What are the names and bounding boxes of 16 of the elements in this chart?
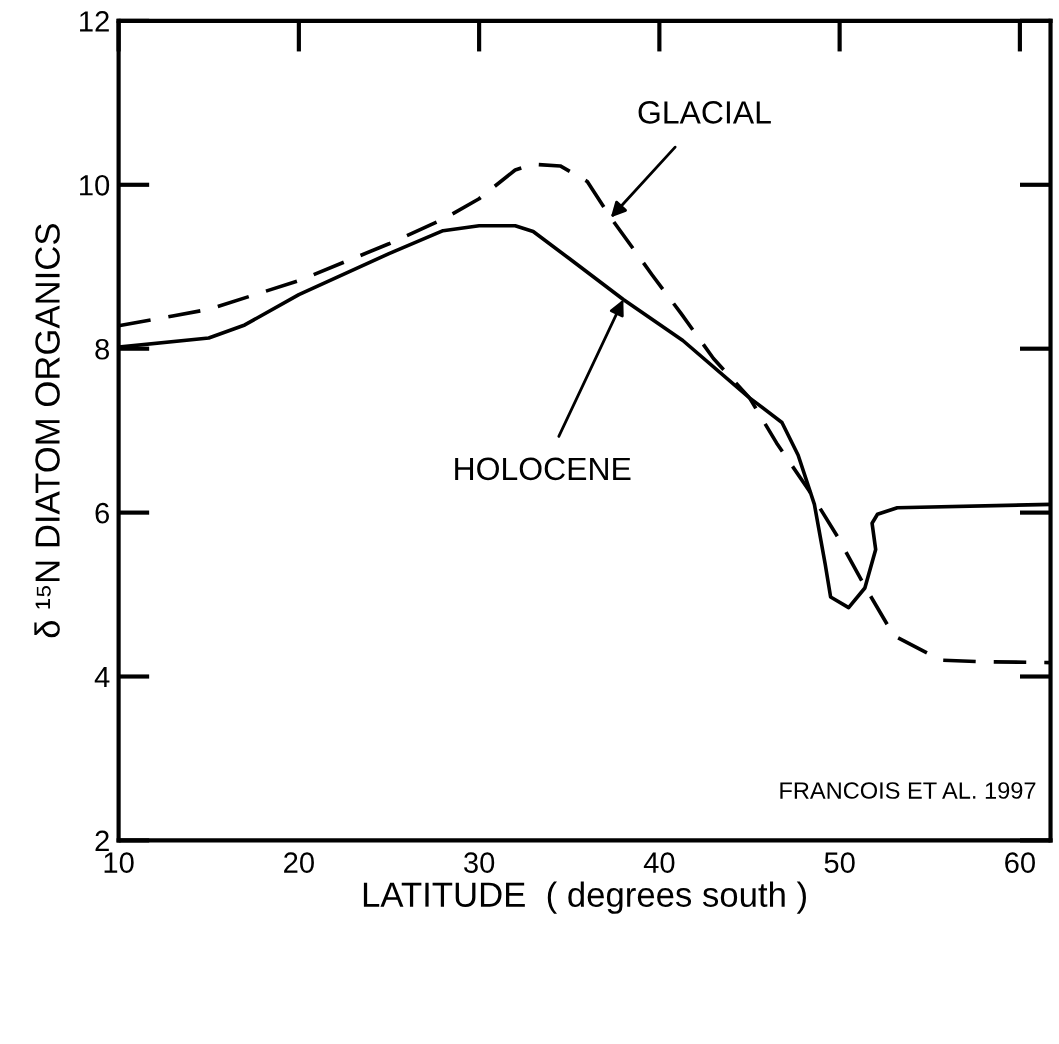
x-tick-label: 30: [464, 852, 495, 873]
annotation: FRANCOIS ET AL. 1997: [780, 782, 1036, 799]
y-axis-title: δ ¹⁵N DIATOM ORGANICS: [34, 224, 60, 638]
x-tick-label: 40: [643, 852, 675, 873]
x-axis-title: LATITUDE ( degrees south ): [363, 881, 806, 914]
y-tick-label: 10: [80, 174, 110, 196]
y-tick-label: 12: [80, 11, 109, 32]
x-tick-label: 60: [1005, 852, 1035, 873]
x-tick-label: 50: [824, 852, 855, 873]
y-tick-label: 6: [95, 502, 109, 524]
y-tick-label: 8: [95, 338, 110, 360]
annotation: GLACIAL: [638, 101, 771, 124]
y-tick-label: 4: [94, 667, 110, 688]
annotation: HOLOCENE: [455, 457, 631, 481]
y-tick-label: 2: [95, 830, 109, 851]
x-tick-label: 20: [284, 852, 314, 873]
